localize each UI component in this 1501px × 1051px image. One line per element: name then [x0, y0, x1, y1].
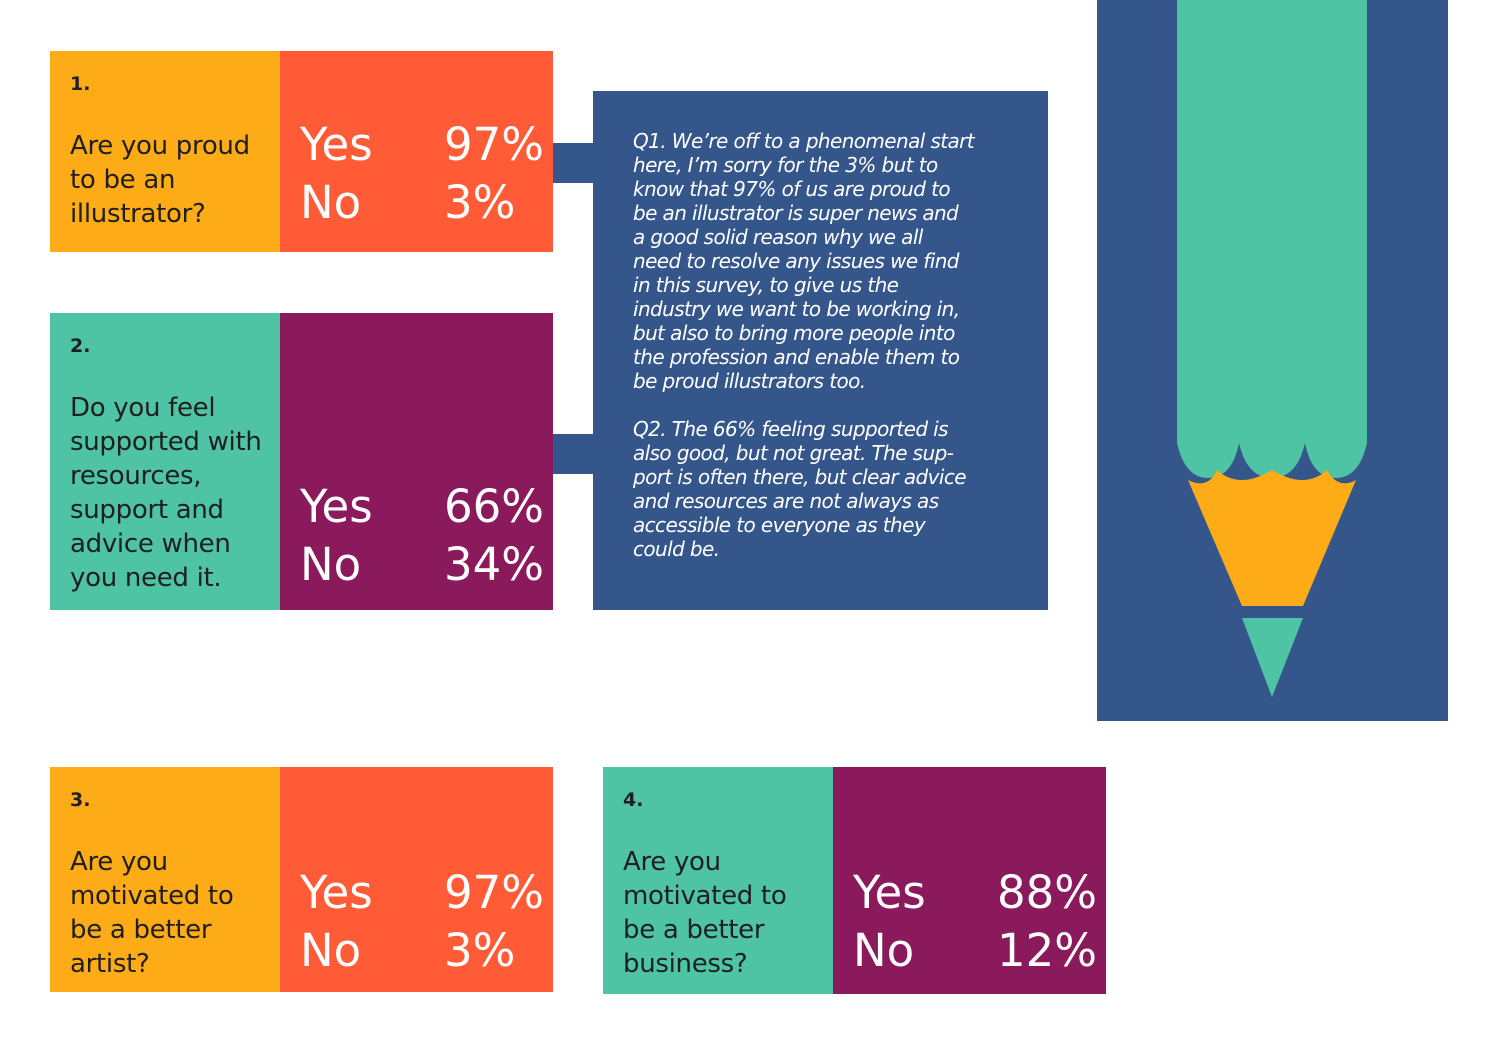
question-2-line: supported with: [70, 427, 262, 457]
question-1-text: Are you proud to be an illustrator?: [70, 129, 250, 231]
pencil-body: [1177, 0, 1367, 478]
commentary-line: Q2. The 66% feeling supported is: [633, 417, 949, 441]
yes-label: Yes: [300, 118, 373, 171]
no-label: No: [300, 924, 362, 977]
question-2-line: advice when: [70, 529, 231, 559]
commentary-line: port is often there, but clear advice: [633, 465, 967, 489]
question-3-panel: 3. Are you motivated to be a better arti…: [50, 767, 280, 992]
commentary-line: the profession and enable them to: [633, 345, 960, 369]
question-1-line: Are you proud: [70, 131, 250, 161]
question-2-panel: 2. Do you feel supported with resources,…: [50, 313, 280, 610]
pencil-lead: [1242, 618, 1303, 697]
commentary-line: a good solid reason why we all: [633, 225, 923, 249]
question-4-panel: 4. Are you motivated to be a better busi…: [603, 767, 833, 994]
commentary-line: also good, but not great. The sup-: [633, 441, 954, 465]
answer-4-panel: Yes 88% No 12%: [833, 767, 1106, 994]
question-2-line: you need it.: [70, 563, 222, 593]
no-value: 3%: [444, 924, 516, 977]
question-2-line: support and: [70, 495, 224, 525]
no-label: No: [300, 538, 362, 591]
commentary-line: in this survey, to give us the: [633, 273, 899, 297]
answer-3-yes: Yes 97%: [300, 864, 544, 922]
answer-2-panel: Yes 66% No 34%: [280, 313, 553, 610]
question-3-text: Are you motivated to be a better artist?: [70, 845, 234, 981]
answer-4-no: No 12%: [853, 922, 1097, 980]
answer-1-no: No 3%: [300, 174, 540, 232]
question-4-line: Are you: [623, 847, 721, 877]
commentary-line: could be.: [633, 537, 720, 561]
question-3-line: artist?: [70, 949, 150, 979]
connector-q2: [553, 434, 594, 474]
commentary-panel: Q1. We’re off to a phenomenal start here…: [593, 91, 1048, 610]
answer-1-yes: Yes 97%: [300, 116, 544, 174]
question-3-line: motivated to: [70, 881, 234, 911]
question-4-text: Are you motivated to be a better busines…: [623, 845, 787, 981]
pencil-icon: [1177, 0, 1367, 697]
answer-1-panel: Yes 97% No 3%: [280, 51, 553, 252]
answer-2-no: No 34%: [300, 536, 544, 594]
question-4-line: business?: [623, 949, 748, 979]
question-4-number: 4.: [623, 789, 644, 811]
yes-value: 97%: [444, 866, 545, 919]
yes-value: 88%: [997, 866, 1098, 919]
pencil-illustration-panel: [1097, 0, 1448, 721]
no-value: 12%: [997, 924, 1098, 977]
commentary-line: but also to bring more people into: [633, 321, 955, 345]
question-3-number: 3.: [70, 789, 91, 811]
connector-q1: [553, 143, 594, 183]
answer-3-no: No 3%: [300, 922, 540, 980]
no-value: 34%: [444, 538, 545, 591]
yes-value: 97%: [444, 118, 545, 171]
answer-2-yes: Yes 66%: [300, 478, 544, 536]
yes-label: Yes: [300, 480, 373, 533]
question-4-line: be a better: [623, 915, 765, 945]
commentary-q2: Q2. The 66% feeling supported is also go…: [633, 417, 1023, 561]
question-2-text: Do you feel supported with resources, su…: [70, 391, 262, 595]
question-3-line: Are you: [70, 847, 168, 877]
question-2-number: 2.: [70, 335, 91, 357]
question-1-number: 1.: [70, 73, 91, 95]
answer-3-panel: Yes 97% No 3%: [280, 767, 553, 992]
commentary-line: need to resolve any issues we find: [633, 249, 959, 273]
question-2-line: Do you feel: [70, 393, 216, 423]
question-4-line: motivated to: [623, 881, 787, 911]
question-3-line: be a better: [70, 915, 212, 945]
question-1-line: illustrator?: [70, 199, 206, 229]
no-label: No: [853, 924, 915, 977]
yes-label: Yes: [300, 866, 373, 919]
question-2-line: resources,: [70, 461, 202, 491]
yes-label: Yes: [853, 866, 926, 919]
question-1-line: to be an: [70, 165, 176, 195]
commentary-line: accessible to everyone as they: [633, 513, 926, 537]
pencil-wood: [1188, 470, 1356, 606]
answer-4-yes: Yes 88%: [853, 864, 1097, 922]
no-value: 3%: [444, 176, 516, 229]
question-1-panel: 1. Are you proud to be an illustrator?: [50, 51, 280, 252]
yes-value: 66%: [444, 480, 545, 533]
commentary-line: industry we want to be working in,: [633, 297, 960, 321]
commentary-line: know that 97% of us are proud to: [633, 177, 951, 201]
commentary-line: be an illustrator is super news and: [633, 201, 959, 225]
commentary-line: and resources are not always as: [633, 489, 939, 513]
commentary-line: Q1. We’re off to a phenomenal start: [633, 129, 975, 153]
no-label: No: [300, 176, 362, 229]
commentary-line: be proud illustrators too.: [633, 369, 866, 393]
commentary-q1: Q1. We’re off to a phenomenal start here…: [633, 129, 1023, 393]
commentary-line: here, I’m sorry for the 3% but to: [633, 153, 938, 177]
